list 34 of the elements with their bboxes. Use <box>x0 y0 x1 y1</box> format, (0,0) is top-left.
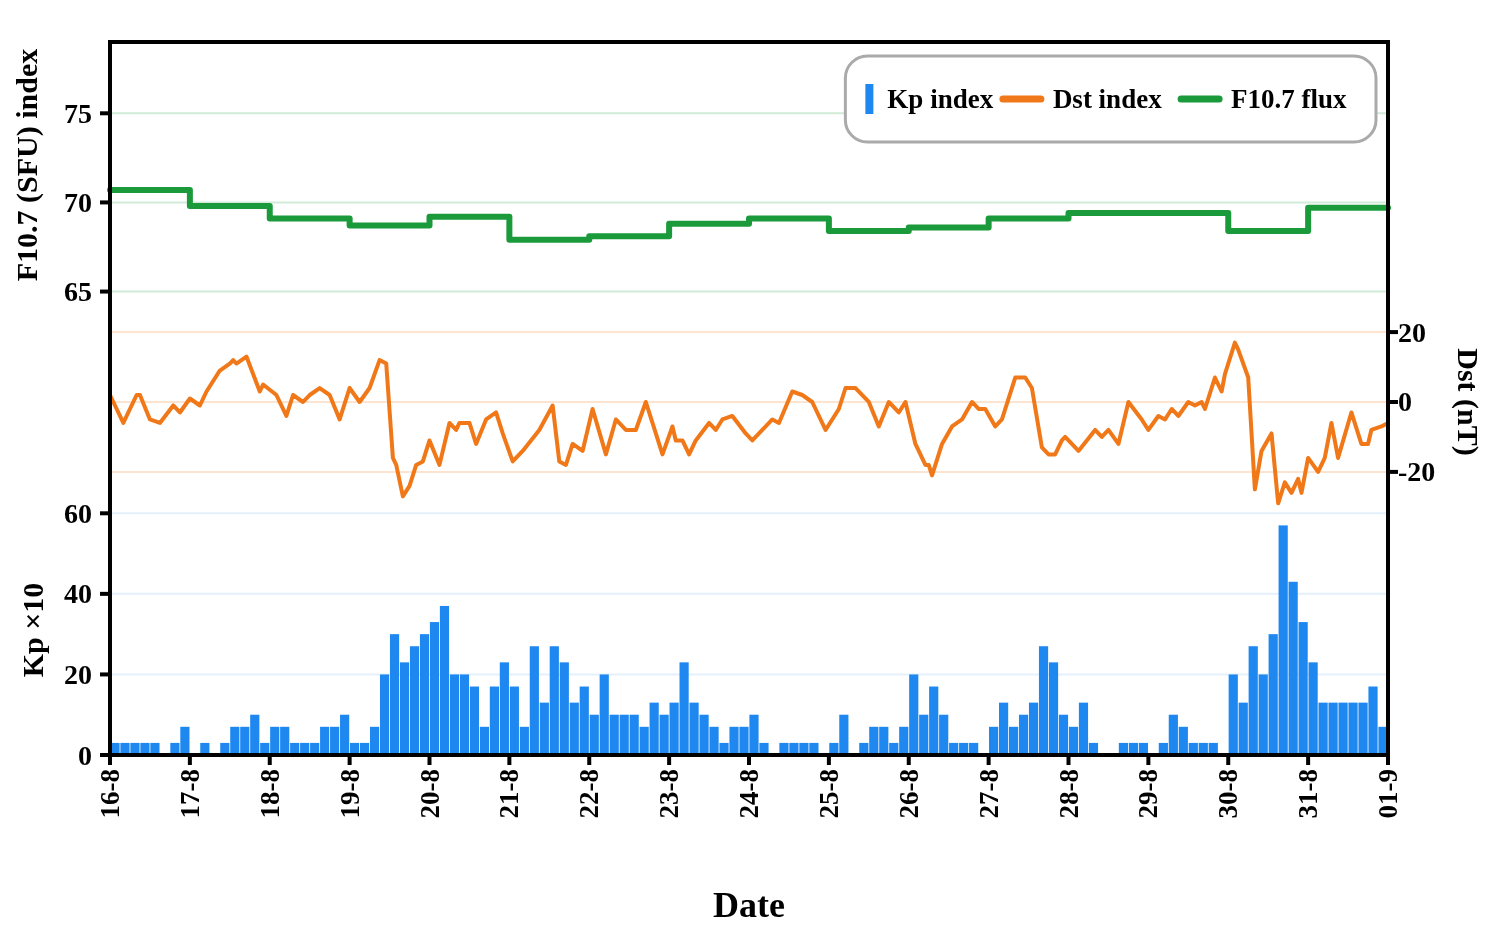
legend-label: F10.7 flux <box>1231 84 1348 114</box>
y2-tick-label: 20 <box>1398 316 1426 348</box>
x-tick-label: 22-8 <box>574 769 605 819</box>
y2-axis-title: Dst (nT) <box>1450 348 1485 456</box>
x-tick-label: 30-8 <box>1213 769 1244 819</box>
y-tick-label: 75 <box>64 97 92 129</box>
x-tick-label: 24-8 <box>734 769 764 819</box>
y3-tick-label: 0 <box>78 739 92 771</box>
x-tick-label: 26-8 <box>893 769 924 819</box>
y3-axis-title: Kp ×10 <box>15 582 49 678</box>
x-tick-label: 18-8 <box>254 769 285 819</box>
legend-label: Dst index <box>1052 84 1163 114</box>
x-tick-label: 16-8 <box>95 769 125 819</box>
x-tick-label: 31-8 <box>1293 769 1324 819</box>
y2-tick-label: 0 <box>1398 386 1412 418</box>
x-tick-label: 20-8 <box>414 769 445 819</box>
y-tick-label: 70 <box>64 186 92 218</box>
x-tick-label: 17-8 <box>174 769 205 819</box>
y3-tick-label: 20 <box>64 658 92 690</box>
x-tick-label: 25-8 <box>813 769 844 819</box>
x-tick-label: 01-9 <box>1373 769 1403 819</box>
y-tick-label: 65 <box>64 276 92 308</box>
y3-tick-label: 40 <box>64 578 92 610</box>
legend-label: Kp index <box>887 84 994 114</box>
x-tick-label: 29-8 <box>1133 769 1164 819</box>
x-axis-title: Date <box>713 885 785 925</box>
y3-tick-label: 60 <box>64 497 92 529</box>
x-tick-label: 28-8 <box>1053 769 1084 819</box>
y2-tick-label: -20 <box>1398 456 1436 488</box>
x-tick-label: 27-8 <box>973 769 1004 819</box>
x-tick-label: 23-8 <box>654 769 685 819</box>
y-axis-title: F10.7 (SFU) index <box>9 48 44 282</box>
x-tick-label: 19-8 <box>334 769 365 819</box>
x-tick-label: 21-8 <box>494 769 525 819</box>
